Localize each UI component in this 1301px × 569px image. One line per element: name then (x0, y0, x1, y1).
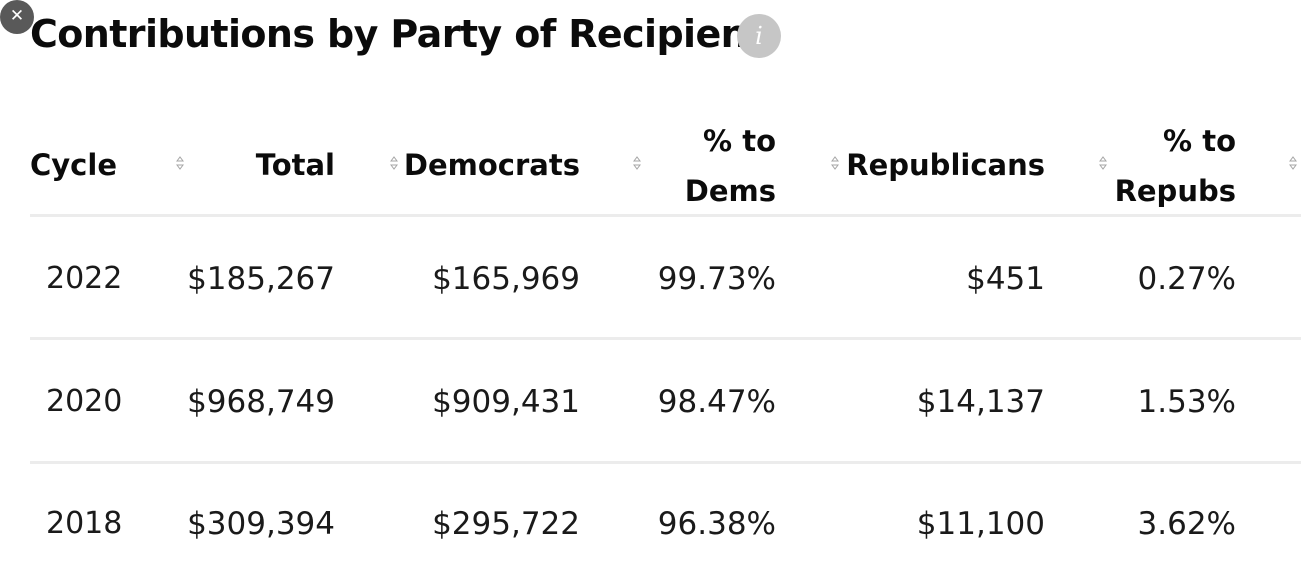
column-header-pct-dems-line2: Dems (684, 174, 776, 208)
header-divider (30, 214, 1301, 217)
cell-total: $185,267 (187, 261, 335, 297)
column-header-pct-repubs-line2: Repubs (1114, 174, 1236, 208)
sort-arrows-icon[interactable] (632, 153, 642, 173)
cell-democrats: $295,722 (432, 506, 580, 542)
cell-pct-repubs: 0.27% (1137, 261, 1236, 297)
cell-pct-dems: 96.38% (657, 506, 776, 542)
column-header-total[interactable]: Total (255, 148, 335, 182)
cell-pct-dems: 98.47% (657, 384, 776, 420)
column-header-republicans[interactable]: Republicans (846, 148, 1045, 182)
cell-total: $968,749 (187, 384, 335, 420)
cell-republicans: $451 (966, 261, 1045, 297)
page-title: Contributions by Party of Recipient (30, 12, 765, 56)
column-header-cycle[interactable]: Cycle (30, 148, 117, 182)
cell-cycle: 2018 (46, 506, 123, 541)
cell-cycle: 2022 (46, 261, 123, 296)
column-header-democrats[interactable]: Democrats (403, 148, 580, 182)
cell-democrats: $909,431 (432, 384, 580, 420)
column-header-pct-dems[interactable]: % to Dems (685, 116, 776, 216)
cell-pct-repubs: 1.53% (1137, 384, 1236, 420)
sort-arrows-icon[interactable] (175, 153, 185, 173)
sort-arrows-icon[interactable] (1098, 153, 1108, 173)
cell-pct-dems: 99.73% (657, 261, 776, 297)
row-divider (30, 461, 1301, 464)
sort-arrows-icon[interactable] (1288, 153, 1298, 173)
sort-arrows-icon[interactable] (389, 153, 399, 173)
column-header-pct-repubs[interactable]: % to Repubs (1115, 116, 1236, 216)
cell-republicans: $14,137 (916, 384, 1045, 420)
row-divider (30, 337, 1301, 340)
cell-republicans: $11,100 (916, 506, 1045, 542)
sort-arrows-icon[interactable] (830, 153, 840, 173)
cell-pct-repubs: 3.62% (1137, 506, 1236, 542)
cell-democrats: $165,969 (432, 261, 580, 297)
close-icon[interactable]: ✕ (0, 0, 34, 34)
cell-total: $309,394 (187, 506, 335, 542)
column-header-pct-repubs-line1: % to (1163, 124, 1236, 158)
column-header-pct-dems-line1: % to (703, 124, 776, 158)
info-icon[interactable]: i (737, 14, 781, 58)
cell-cycle: 2020 (46, 384, 123, 419)
